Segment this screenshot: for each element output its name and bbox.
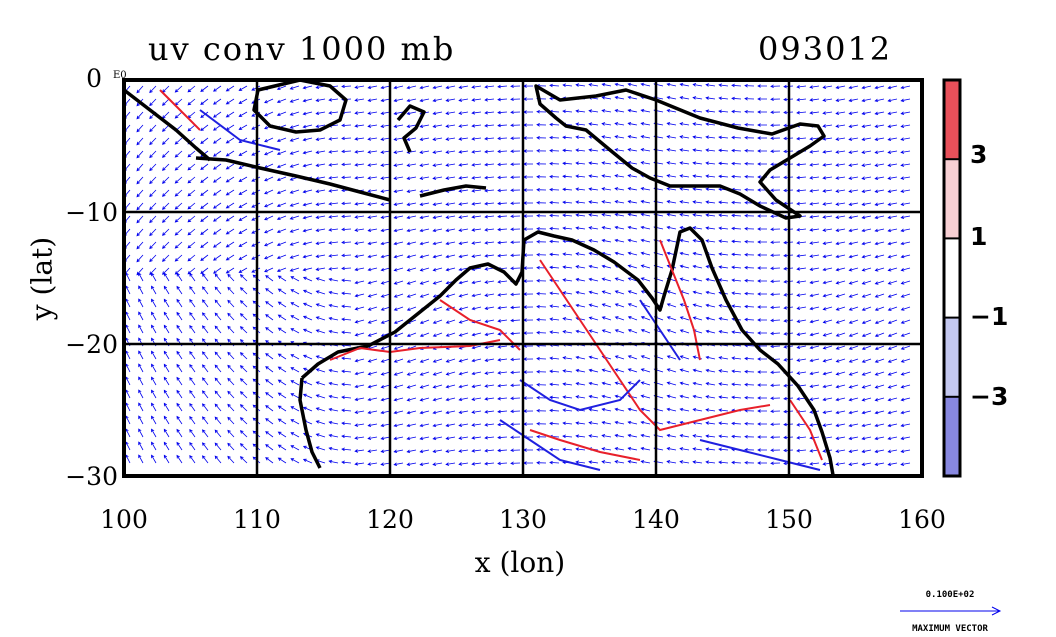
convergence-contours [159,89,823,471]
y-axis-label: y (lat) [25,236,59,321]
vector-key-label: MAXIMUM VECTOR [912,624,988,634]
x-tick-1: 110 [233,505,281,534]
x-tick-4: 140 [632,505,680,534]
y-exponent-label: E0 [113,70,127,81]
land-masses [122,78,835,476]
java-coastline [195,156,391,202]
plot-title: uv conv 1000 mb [148,30,456,68]
sulawesi-coastline [396,104,426,153]
colorbar-segment [944,238,960,318]
plot-time-label: 093012 [758,30,893,68]
colorbar-tick-neg1: −1 [970,302,1009,331]
y-tick-1: −10 [65,198,118,227]
colorbar-segment [944,80,960,160]
x-tick-6: 160 [898,505,946,534]
australia-southwest-coast [298,377,322,469]
x-tick-0: 100 [100,505,148,534]
vector-key [900,606,1002,616]
lat-lon-grid [124,80,922,476]
vector-key-value: 0.100E+02 [925,590,975,600]
wind-vector-field [123,82,911,466]
colorbar [942,78,962,478]
y-tick-3: −30 [65,462,118,491]
x-tick-3: 130 [499,505,547,534]
borneo-coastline [252,78,348,134]
x-tick-2: 120 [366,505,414,534]
y-tick-2: −20 [65,330,118,359]
colorbar-segment [944,159,960,239]
y-tick-0: 0 [86,64,102,93]
new-guinea-coastline [534,84,826,220]
colorbar-tick-3: 3 [970,140,988,169]
sumatra-coastline [122,88,212,162]
colorbar-segment [944,317,960,397]
australia-coastline [300,226,835,476]
x-axis-label: x (lon) [474,546,566,579]
colorbar-frame [942,78,962,478]
wind-vectors [123,82,911,466]
colorbar-segment [944,396,960,476]
colorbar-tick-neg3: −3 [970,382,1009,411]
x-tick-5: 150 [765,505,813,534]
plot-frame [122,78,924,478]
colorbar-tick-1: 1 [970,222,988,251]
timor-coastline [419,184,487,198]
